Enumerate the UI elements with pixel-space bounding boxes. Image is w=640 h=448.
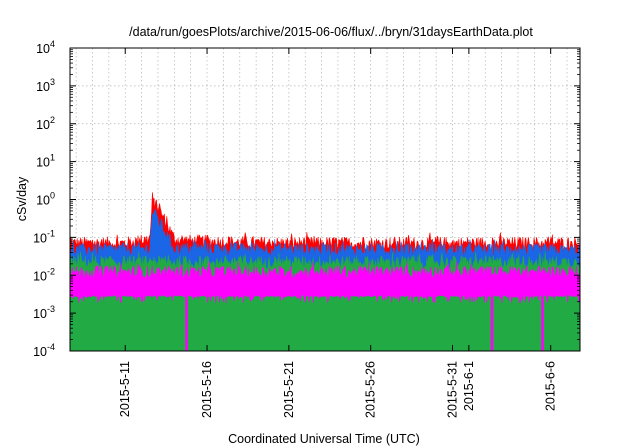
y-tick-label: 10-4 (33, 342, 55, 359)
y-tick-label: 104 (36, 39, 55, 56)
y-tick-label: 10-3 (33, 304, 55, 321)
x-axis: 2015-5-11 2015-5-16 2015-5-21 2015-5-26 2015… (118, 48, 558, 418)
y-tick-label: 102 (36, 115, 55, 132)
y-tick-label: 100 (36, 191, 55, 208)
x-axis-label: Coordinated Universal Time (UTC) (228, 432, 420, 446)
series-4-dip (541, 295, 544, 351)
chart-title: /data/run/goesPlots/archive/2015-06-06/f… (129, 25, 533, 39)
x-tick-label: 2015-5-26 (364, 361, 378, 418)
y-tick-label: 10-2 (33, 266, 55, 283)
x-tick-label: 2015-5-21 (282, 361, 296, 418)
x-tick-label: 2015-6-1 (462, 361, 476, 411)
x-tick-label: 2015-5-11 (118, 361, 132, 417)
series-4-trace (69, 261, 581, 296)
series-4-dip (490, 295, 494, 351)
series-4-lower-edge (69, 294, 581, 304)
y-tick-label: 103 (36, 77, 55, 94)
x-tick-label: 2015-5-16 (200, 361, 214, 418)
y-tick-label: 10-1 (33, 228, 55, 245)
y-axis: 10-4 10-3 10-2 10-1 100 101 102 103 104 (33, 39, 580, 359)
series-4-dip (185, 295, 188, 351)
y-tick-label: 101 (36, 153, 55, 170)
x-tick-label: 2015-5-31 (446, 361, 460, 418)
y-axis-label: cSv/day (15, 176, 29, 221)
series-layer (69, 192, 581, 352)
x-tick-label: 2015-6-6 (544, 361, 558, 411)
